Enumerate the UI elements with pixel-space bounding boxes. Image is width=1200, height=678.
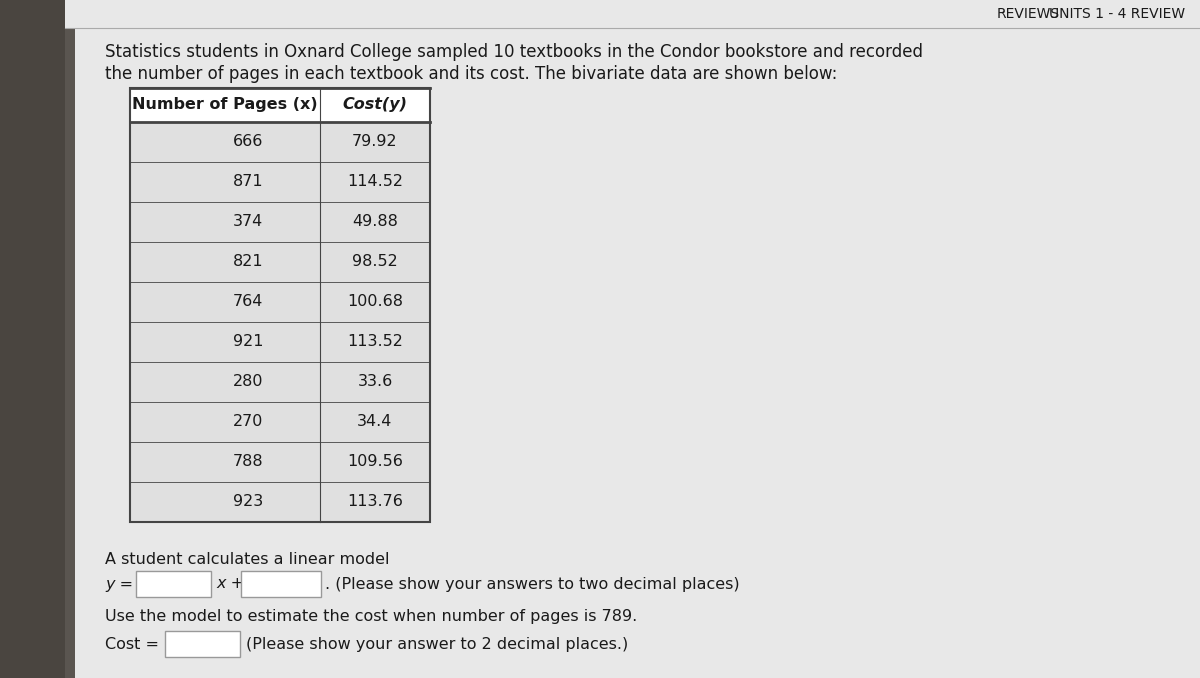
Bar bbox=[0, 0, 65, 678]
Bar bbox=[130, 482, 430, 522]
Text: Statistics students in Oxnard College sampled 10 textbooks in the Condor booksto: Statistics students in Oxnard College sa… bbox=[106, 43, 923, 61]
Text: x +: x + bbox=[216, 576, 244, 591]
Text: Cost(y): Cost(y) bbox=[342, 98, 408, 113]
Text: A student calculates a linear model: A student calculates a linear model bbox=[106, 552, 390, 567]
Bar bbox=[130, 202, 430, 242]
Bar bbox=[130, 282, 430, 322]
Bar bbox=[130, 322, 430, 362]
Text: 871: 871 bbox=[233, 174, 263, 189]
Text: 34.4: 34.4 bbox=[358, 414, 392, 429]
Text: 114.52: 114.52 bbox=[347, 174, 403, 189]
Bar bbox=[130, 442, 430, 482]
Bar bbox=[130, 88, 430, 522]
Text: 109.56: 109.56 bbox=[347, 454, 403, 469]
Text: . (Please show your answers to two decimal places): . (Please show your answers to two decim… bbox=[325, 576, 739, 591]
Text: y =: y = bbox=[106, 576, 133, 591]
Bar bbox=[130, 122, 430, 162]
Text: the number of pages in each textbook and its cost. The bivariate data are shown : the number of pages in each textbook and… bbox=[106, 65, 838, 83]
Text: 788: 788 bbox=[233, 454, 263, 469]
Bar bbox=[130, 162, 430, 202]
Bar bbox=[130, 88, 430, 122]
Text: 374: 374 bbox=[233, 214, 263, 229]
Bar bbox=[0, 0, 74, 678]
Text: 280: 280 bbox=[233, 374, 263, 389]
Bar bbox=[130, 362, 430, 402]
Bar bbox=[130, 242, 430, 282]
Text: 821: 821 bbox=[233, 254, 263, 269]
Text: 921: 921 bbox=[233, 334, 263, 349]
Text: (Please show your answer to 2 decimal places.): (Please show your answer to 2 decimal pl… bbox=[246, 637, 629, 652]
Text: 666: 666 bbox=[233, 134, 263, 150]
Text: 49.88: 49.88 bbox=[352, 214, 398, 229]
Text: Number of Pages (x): Number of Pages (x) bbox=[132, 98, 318, 113]
Text: 98.52: 98.52 bbox=[352, 254, 398, 269]
Text: UNITS 1 - 4 REVIEW: UNITS 1 - 4 REVIEW bbox=[1049, 7, 1186, 21]
Text: 113.76: 113.76 bbox=[347, 494, 403, 509]
Text: 113.52: 113.52 bbox=[347, 334, 403, 349]
Text: REVIEWS: REVIEWS bbox=[997, 7, 1060, 21]
Bar bbox=[166, 631, 240, 657]
Bar bbox=[130, 402, 430, 442]
Bar bbox=[241, 571, 322, 597]
Text: 923: 923 bbox=[233, 494, 263, 509]
Text: 270: 270 bbox=[233, 414, 263, 429]
Text: 100.68: 100.68 bbox=[347, 294, 403, 309]
Text: 764: 764 bbox=[233, 294, 263, 309]
Bar bbox=[136, 571, 211, 597]
Text: Cost = $: Cost = $ bbox=[106, 637, 174, 652]
Bar bbox=[65, 0, 1200, 28]
Text: 33.6: 33.6 bbox=[358, 374, 392, 389]
Text: Use the model to estimate the cost when number of pages is 789.: Use the model to estimate the cost when … bbox=[106, 608, 637, 624]
Text: 79.92: 79.92 bbox=[352, 134, 398, 150]
